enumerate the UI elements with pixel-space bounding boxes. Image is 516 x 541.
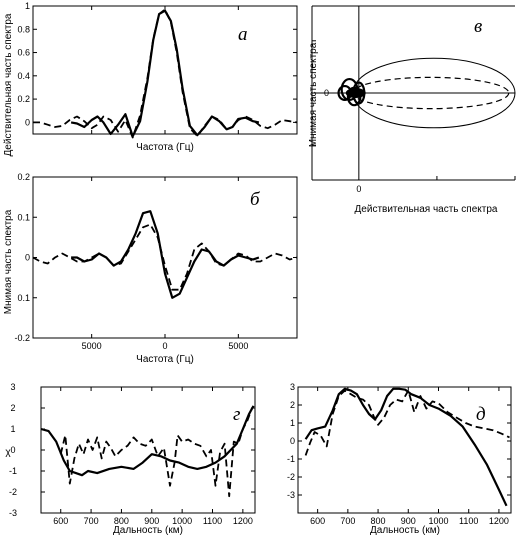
series-line-dashed — [304, 389, 510, 456]
series-line-solid — [71, 210, 260, 299]
panel-a-frame — [32, 5, 298, 135]
x-tick-label: 1100 — [203, 516, 222, 526]
y-tick-label: 1 — [290, 418, 295, 428]
x-tick-label: 900 — [144, 516, 159, 526]
y-tick-label: -1 — [9, 466, 17, 476]
y-tick-label: 3 — [10, 382, 15, 392]
y-tick-label: -0.2 — [14, 333, 30, 343]
y-tick-label: 0 — [324, 88, 329, 98]
x-tick-label: 0 — [162, 341, 167, 351]
series-line-solid — [40, 405, 255, 477]
y-tick-label: 2 — [290, 400, 295, 410]
y-tick-label: -2 — [9, 487, 17, 497]
panel-letter-g: г — [233, 404, 240, 425]
y-tick-label: 0.1 — [17, 293, 30, 303]
x-tick-label: 5000 — [228, 341, 248, 351]
x-tick-label: 0 — [356, 184, 361, 194]
x-axis-label: Частота (Гц) — [136, 354, 194, 365]
panel-d-frame — [297, 386, 512, 514]
series-line-dashed — [33, 8, 298, 139]
panel-letter-v: в — [474, 16, 482, 37]
series-line-solid — [304, 387, 508, 507]
x-axis-label: Дальность (км) — [113, 525, 183, 536]
x-tick-label: 800 — [114, 516, 129, 526]
panel-d: 3 2 1 0 -1 -2 -3 600 700 800 900 1000 1100 1200 д Дальн… — [287, 382, 512, 536]
x-tick-label: 1200 — [233, 516, 253, 526]
x-tick-label: 1000 — [172, 516, 192, 526]
x-tick-label: 700 — [340, 516, 355, 526]
y-tick-label: 0 — [25, 117, 30, 127]
panel-letter-b: б — [250, 189, 261, 210]
y-tick-label: 0.2 — [17, 94, 30, 104]
x-axis-label: Действительная часть спектра — [355, 204, 498, 215]
x-tick-label: 600 — [53, 516, 68, 526]
x-tick-label: 800 — [371, 516, 386, 526]
y-tick-label: 0.1 — [17, 212, 30, 222]
y-tick-label: 0.6 — [17, 48, 30, 58]
y-axis-label: Мнимая часть спектра — [308, 42, 319, 147]
y-axis-label: Мнимая часть спектра — [3, 209, 14, 314]
panel-letter-d: д — [476, 404, 486, 425]
y-tick-label: 0 — [10, 445, 15, 455]
y-tick-label: -2 — [287, 472, 295, 482]
y-tick-label: 0 — [290, 436, 295, 446]
x-axis-label: Частота (Гц) — [136, 142, 194, 153]
y-tick-label: 0.8 — [17, 24, 30, 34]
y-tick-label: 3 — [290, 382, 295, 392]
panel-b: 0.2 0.1 0 0.1 -0.2 5000 0 5000 б Частота (Гц) Мним… — [3, 172, 298, 365]
panel-g: 3 2 1 0 -1 -2 -3 600 700 800 900 1000 1100 1200 г Дальн… — [5, 382, 256, 536]
x-tick-label: 1000 — [428, 516, 448, 526]
panel-letter-a: а — [238, 24, 248, 45]
x-tick-label: 1200 — [489, 516, 509, 526]
y-axis-label: Действительная часть спектра — [3, 13, 14, 156]
y-tick-label: 0.2 — [17, 172, 30, 182]
y-tick-label: 1 — [25, 1, 30, 11]
y-tick-label: -3 — [287, 490, 295, 500]
y-tick-label: -3 — [9, 508, 17, 518]
x-tick-label: 5000 — [82, 341, 102, 351]
series-line-dashed — [59, 407, 253, 498]
y-axis-label: χ — [5, 447, 11, 458]
panel-v: в 0 0 Действительная часть спектра Мнимая ча… — [308, 5, 516, 215]
x-axis-label: Дальность (км) — [370, 525, 440, 536]
loop-cluster-fill — [345, 88, 366, 98]
series-line-solid — [70, 9, 260, 138]
y-tick-label: 1 — [10, 424, 15, 434]
y-tick-label: 2 — [10, 403, 15, 413]
panel-a: 0 0.2 0.4 0.6 0.8 1 а Частота (Гц) Действительна… — [3, 1, 298, 156]
x-tick-label: 1100 — [459, 516, 478, 526]
x-tick-label: 600 — [310, 516, 325, 526]
x-tick-label: 900 — [401, 516, 416, 526]
x-tick-label: 700 — [84, 516, 99, 526]
y-tick-label: 0.4 — [17, 71, 30, 81]
y-tick-label: -1 — [287, 454, 295, 464]
series-line-dashed — [32, 223, 298, 291]
panel-g-frame — [40, 386, 256, 514]
y-tick-label: 0 — [25, 253, 30, 263]
